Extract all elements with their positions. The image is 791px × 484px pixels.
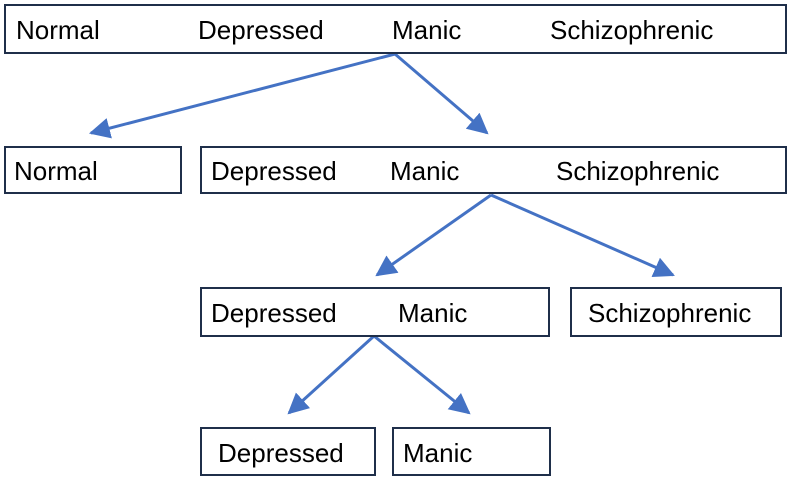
- level2-schizophrenic-node: Schizophrenic: [570, 287, 782, 337]
- root-label-normal: Normal: [16, 15, 100, 45]
- level3-depressed-label: Depressed: [218, 438, 344, 468]
- level2-dm-node: Depressed Manic: [200, 287, 550, 337]
- edge-dm-to-manic: [373, 334, 471, 415]
- level1-label-depressed: Depressed: [211, 156, 337, 186]
- level3-depressed-node: Depressed: [200, 427, 376, 476]
- level3-manic-node: Manic: [392, 427, 551, 476]
- root-label-manic: Manic: [392, 15, 462, 45]
- level2-schizophrenic-label: Schizophrenic: [588, 298, 752, 328]
- level2-label-depressed: Depressed: [211, 298, 337, 328]
- level3-manic-label: Manic: [403, 438, 473, 468]
- root-label-depressed: Depressed: [198, 15, 324, 45]
- level1-normal-node: Normal: [4, 146, 182, 194]
- level1-normal-label: Normal: [14, 156, 98, 186]
- edge-dms-to-dm: [375, 193, 492, 277]
- level1-label-schizophrenic: Schizophrenic: [556, 156, 720, 186]
- level2-label-manic: Manic: [398, 298, 468, 328]
- root-node: Normal Depressed Manic Schizophrenic: [4, 4, 787, 54]
- edge-dm-to-depressed: [287, 334, 376, 415]
- edge-root-to-normal: [88, 52, 396, 139]
- root-label-schizophrenic: Schizophrenic: [550, 15, 714, 45]
- edge-dms-to-schizophrenic: [490, 193, 675, 278]
- level1-label-manic: Manic: [390, 156, 460, 186]
- level1-dms-node: Depressed Manic Schizophrenic: [200, 146, 787, 194]
- edge-root-to-dms: [394, 52, 489, 135]
